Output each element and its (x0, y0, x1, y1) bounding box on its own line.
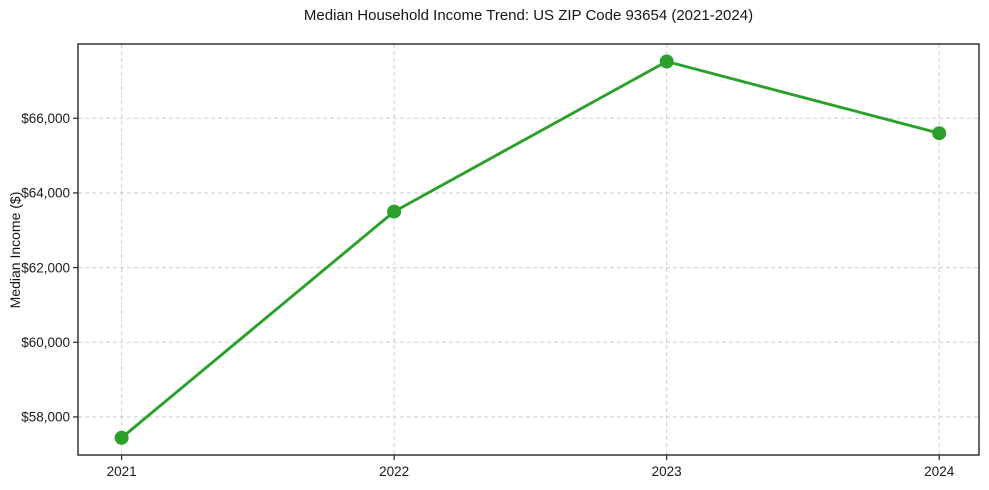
data-point-2024 (932, 126, 947, 141)
x-tick-label: 2024 (924, 464, 955, 479)
trend-line (120, 60, 941, 440)
y-tick-label: $66,000 (21, 111, 70, 126)
y-tick-label: $58,000 (21, 410, 70, 425)
data-point-2022 (387, 204, 402, 219)
x-tick-label: 2021 (107, 464, 137, 479)
chart-title: Median Household Income Trend: US ZIP Co… (303, 7, 754, 24)
data-point-2021 (114, 430, 129, 445)
y-tick-label: $62,000 (21, 260, 70, 275)
data-point-2023 (659, 54, 674, 69)
y-tick-label: $60,000 (21, 335, 70, 350)
x-tick-label: 2022 (379, 464, 409, 479)
x-tick-label: 2023 (652, 464, 682, 479)
plot-frame (77, 43, 980, 456)
y-tick-label: $64,000 (21, 186, 70, 201)
